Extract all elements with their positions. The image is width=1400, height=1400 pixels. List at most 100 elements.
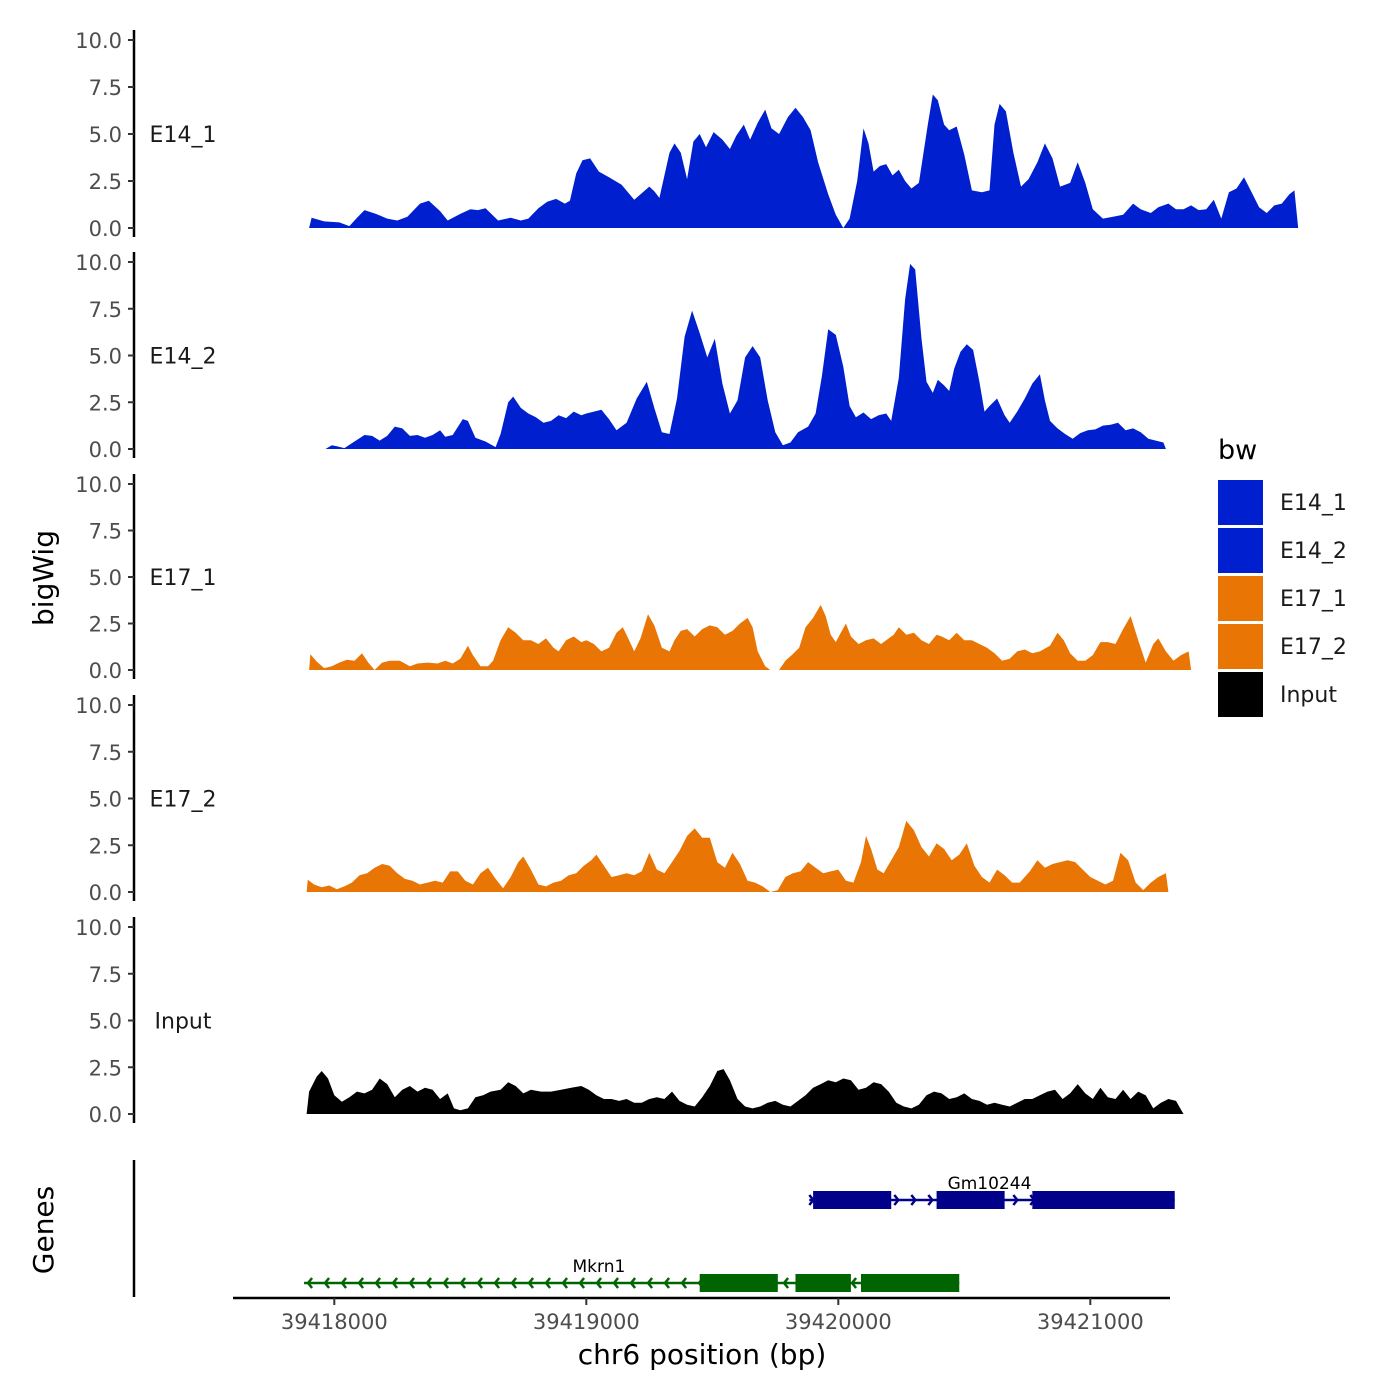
strand-arrow	[850, 1277, 858, 1289]
strand-arrow	[306, 1277, 314, 1289]
y-tick-label: 5.0	[89, 788, 122, 812]
legend: bw E14_1 E14_2 E17_1 E17_2 Input	[1218, 435, 1347, 717]
strand-arrow	[663, 1277, 671, 1289]
strand-arrow	[442, 1277, 450, 1289]
y-tick-label: 5.0	[89, 566, 122, 590]
exon-block	[795, 1274, 851, 1292]
strand-arrow	[476, 1277, 484, 1289]
legend-title: bw	[1218, 435, 1257, 466]
strand-arrow	[646, 1277, 654, 1289]
track-label: E17_2	[150, 788, 217, 813]
y-tick-label: 5.0	[89, 1010, 122, 1034]
x-tick-label: 39418000	[281, 1310, 388, 1334]
y-tick-label: 0.0	[89, 217, 122, 241]
y-tick-label: 7.5	[89, 76, 122, 100]
legend-swatch-E17_1	[1218, 576, 1263, 621]
strand-arrow	[782, 1277, 790, 1289]
y-tick-label: 7.5	[89, 963, 122, 987]
exon-block	[860, 1274, 960, 1292]
exon-block	[936, 1191, 1005, 1209]
strand-arrow	[595, 1277, 603, 1289]
coverage-area-Input	[306, 1069, 1184, 1114]
strand-arrow	[1012, 1194, 1019, 1206]
y-tick-label: 5.0	[89, 123, 122, 147]
strand-arrow	[391, 1277, 399, 1289]
strand-arrow	[374, 1277, 382, 1289]
y-tick-label: 0.0	[89, 438, 122, 462]
strand-arrow	[612, 1277, 620, 1289]
strand-arrow	[357, 1277, 365, 1289]
strand-arrow	[493, 1277, 501, 1289]
y-tick-label: 0.0	[89, 659, 122, 683]
legend-swatch-E14_1	[1218, 480, 1263, 525]
y-tick-label: 2.5	[89, 1056, 122, 1080]
exon-block	[813, 1191, 892, 1209]
legend-label-E14_2: E14_2	[1280, 539, 1347, 564]
track-E14_1: 0.0 2.5 5.0 7.5 10.0 E14_1	[75, 29, 1299, 241]
strand-arrow	[561, 1277, 569, 1289]
x-tick-label: 39421000	[1037, 1310, 1144, 1334]
y-tick-label: 0.0	[89, 881, 122, 905]
gene-Mkrn1: Mkrn1	[304, 1257, 960, 1292]
legend-swatch-E14_2	[1218, 528, 1263, 573]
strand-arrow	[459, 1277, 467, 1289]
y-tick-label: 2.5	[89, 391, 122, 415]
coverage-area-E14_1	[309, 94, 1299, 228]
coverage-area-E14_2	[325, 263, 1166, 449]
x-axis-title: chr6 position (bp)	[578, 1338, 827, 1371]
gene-label: Gm10244	[948, 1174, 1032, 1194]
strand-arrow	[510, 1277, 518, 1289]
y-tick-label: 7.5	[89, 298, 122, 322]
legend-swatch-E17_2	[1218, 624, 1263, 669]
y-tick-label: 2.5	[89, 170, 122, 194]
x-tick-label: 39419000	[533, 1310, 640, 1334]
strand-arrow	[893, 1194, 900, 1206]
gene-Gm10244: Gm10244	[808, 1174, 1175, 1209]
strand-arrow	[340, 1277, 348, 1289]
gene-label: Mkrn1	[573, 1257, 626, 1277]
strand-arrow	[629, 1277, 637, 1289]
gene-annotation-panel: Gm10244 Mkrn1	[132, 1160, 1175, 1297]
strand-arrow	[425, 1277, 433, 1289]
strand-arrow	[680, 1277, 688, 1289]
coverage-area-E17_2	[306, 820, 1169, 892]
x-tick-label: 39420000	[785, 1310, 892, 1334]
legend-label-E17_1: E17_1	[1280, 587, 1347, 612]
track-E17_1: 0.0 2.5 5.0 7.5 10.0 E17_1	[75, 473, 1192, 683]
y-tick-label: 10.0	[75, 694, 122, 718]
track-label: Input	[155, 1010, 212, 1035]
strand-arrow	[527, 1277, 535, 1289]
legend-swatch-Input	[1218, 672, 1263, 717]
y-tick-label: 7.5	[89, 520, 122, 544]
y-axis-title: bigWig	[27, 530, 60, 626]
track-E14_2: 0.0 2.5 5.0 7.5 10.0 E14_2	[75, 251, 1166, 462]
track-label: E14_2	[150, 345, 217, 370]
track-Input: 0.0 2.5 5.0 7.5 10.0 Input	[75, 916, 1184, 1127]
y-tick-label: 2.5	[89, 834, 122, 858]
strand-arrow	[408, 1277, 416, 1289]
strand-arrow	[910, 1194, 917, 1206]
y-tick-label: 10.0	[75, 473, 122, 497]
legend-label-E17_2: E17_2	[1280, 635, 1347, 660]
strand-arrow	[323, 1277, 331, 1289]
y-tick-label: 5.0	[89, 345, 122, 369]
y-tick-label: 2.5	[89, 613, 122, 637]
y-tick-label: 7.5	[89, 741, 122, 765]
coverage-tracks: 0.0 2.5 5.0 7.5 10.0 E14_1 0.0 2.5 5.0 7.5 10.0 E14…	[75, 29, 1299, 1127]
y-tick-label: 0.0	[89, 1103, 122, 1127]
x-axis: 39418000 39419000 39420000 39421000	[233, 1296, 1170, 1334]
y-tick-label: 10.0	[75, 251, 122, 275]
track-E17_2: 0.0 2.5 5.0 7.5 10.0 E17_2	[75, 694, 1169, 905]
legend-label-Input: Input	[1280, 683, 1337, 708]
coverage-area-E17_1	[309, 604, 1192, 670]
strand-arrow	[544, 1277, 552, 1289]
exon-block	[1032, 1191, 1175, 1209]
y-tick-label: 10.0	[75, 916, 122, 940]
strand-arrow	[927, 1194, 934, 1206]
track-label: E17_1	[150, 566, 217, 591]
track-label: E14_1	[150, 123, 217, 148]
legend-label-E14_1: E14_1	[1280, 491, 1347, 516]
y-tick-label: 10.0	[75, 29, 122, 53]
genes-axis-title: Genes	[27, 1186, 60, 1274]
